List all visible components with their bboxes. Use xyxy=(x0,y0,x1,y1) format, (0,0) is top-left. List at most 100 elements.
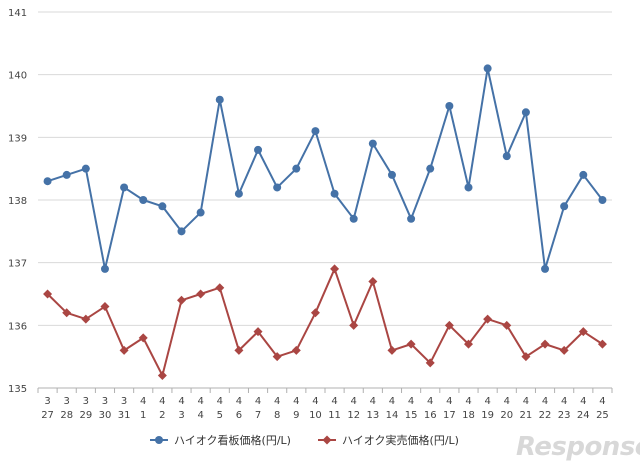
data-point xyxy=(81,314,91,324)
legend-marker xyxy=(155,436,163,444)
legend: ハイオク看板価格(円/L) ハイオク実売価格(円/L) xyxy=(150,433,459,447)
data-point xyxy=(387,345,397,355)
data-point xyxy=(196,289,206,299)
data-point xyxy=(502,152,511,161)
data-point xyxy=(425,358,435,368)
data-point xyxy=(387,170,396,179)
data-point xyxy=(559,345,569,355)
x-tick-label-day: 30 xyxy=(99,410,112,421)
x-tick-label-month: 4 xyxy=(159,396,165,407)
data-point xyxy=(464,339,473,349)
gridlines xyxy=(38,11,612,326)
data-point xyxy=(521,352,531,362)
data-point xyxy=(254,145,263,154)
data-point xyxy=(291,345,301,355)
data-point xyxy=(560,202,569,211)
x-tick-label-month: 3 xyxy=(102,396,108,407)
data-point xyxy=(120,183,129,192)
legend-label: ハイオク実売価格(円/L) xyxy=(342,433,459,447)
data-point xyxy=(292,164,301,173)
x-tick-label-day: 22 xyxy=(539,410,552,421)
x-tick-label-day: 19 xyxy=(481,410,494,421)
data-point xyxy=(349,214,358,223)
y-tick-label: 141 xyxy=(8,8,27,19)
data-point xyxy=(541,264,550,273)
x-tick-label-month: 4 xyxy=(580,396,586,407)
data-point xyxy=(62,170,71,179)
data-point xyxy=(234,345,244,355)
x-tick-label-month: 4 xyxy=(446,396,452,407)
x-tick-label-month: 4 xyxy=(408,396,414,407)
data-point xyxy=(215,95,224,104)
x-tick-label-month: 3 xyxy=(121,396,127,407)
x-tick-label-month: 3 xyxy=(44,396,50,407)
x-tick-label-day: 11 xyxy=(328,410,341,421)
x-tick-label-month: 3 xyxy=(83,396,89,407)
x-tick-label-day: 14 xyxy=(386,410,399,421)
x-tick-label-month: 4 xyxy=(312,396,318,407)
y-tick-label: 139 xyxy=(8,133,27,144)
data-point xyxy=(483,64,492,73)
data-point xyxy=(445,102,454,110)
x-tick-label-day: 13 xyxy=(366,410,379,421)
data-point xyxy=(597,339,607,349)
x-tick-label-day: 10 xyxy=(309,410,322,421)
legend-label: ハイオク看板価格(円/L) xyxy=(174,433,291,447)
data-point xyxy=(407,214,416,223)
data-point xyxy=(81,164,90,173)
y-tick-label: 140 xyxy=(8,71,27,82)
x-tick-label-day: 5 xyxy=(217,410,223,421)
x-tick-label-day: 9 xyxy=(293,410,299,421)
y-axis: 135 136 137 138 139 140 141 xyxy=(8,8,27,395)
y-tick-label: 137 xyxy=(8,259,27,270)
y-tick-label: 136 xyxy=(8,321,27,332)
x-tick-label-day: 4 xyxy=(197,410,203,421)
x-tick-label-day: 6 xyxy=(236,410,242,421)
x-tick-label-month: 4 xyxy=(140,396,146,407)
data-point xyxy=(406,339,416,349)
data-point xyxy=(62,308,72,318)
data-point xyxy=(215,283,225,293)
data-point xyxy=(273,183,282,192)
x-tick-label-month: 4 xyxy=(561,396,567,407)
x-tick-label-month: 4 xyxy=(351,396,357,407)
data-point xyxy=(272,352,282,362)
x-tick-label-day: 3 xyxy=(178,410,184,421)
x-tick-label-month: 4 xyxy=(389,396,395,407)
x-tick-label-day: 27 xyxy=(41,410,54,421)
x-tick-label-month: 4 xyxy=(255,396,261,407)
data-point xyxy=(234,189,243,198)
data-point xyxy=(177,227,186,236)
data-point xyxy=(540,339,550,349)
x-tick-label-month: 4 xyxy=(293,396,299,407)
data-point xyxy=(139,196,148,204)
data-point xyxy=(177,295,186,305)
series-group xyxy=(43,64,607,380)
x-axis: 3273283293303314142434445464748494104114… xyxy=(37,387,613,421)
data-point xyxy=(330,189,339,198)
data-point xyxy=(330,264,340,274)
data-point xyxy=(310,308,320,318)
data-point xyxy=(578,327,588,337)
x-tick-label-day: 15 xyxy=(405,410,418,421)
y-tick-label: 135 xyxy=(8,384,27,395)
x-tick-label-month: 4 xyxy=(236,396,242,407)
data-point xyxy=(311,127,320,136)
x-tick-label-month: 4 xyxy=(523,396,529,407)
x-tick-label-day: 25 xyxy=(596,410,609,421)
series-line-1 xyxy=(47,67,604,270)
x-tick-label-day: 20 xyxy=(500,410,513,421)
data-point xyxy=(444,320,454,330)
watermark-logo: Response. xyxy=(516,432,640,462)
x-tick-label-day: 31 xyxy=(118,410,131,421)
x-tick-label-month: 4 xyxy=(274,396,280,407)
x-tick-label-day: 17 xyxy=(443,410,456,421)
data-point xyxy=(157,370,167,380)
data-point xyxy=(426,164,435,173)
x-tick-label-month: 4 xyxy=(542,396,548,407)
x-tick-label-month: 4 xyxy=(427,396,433,407)
x-tick-label-day: 29 xyxy=(79,410,92,421)
x-tick-label-month: 4 xyxy=(197,396,203,407)
x-tick-label-month: 4 xyxy=(178,396,184,407)
